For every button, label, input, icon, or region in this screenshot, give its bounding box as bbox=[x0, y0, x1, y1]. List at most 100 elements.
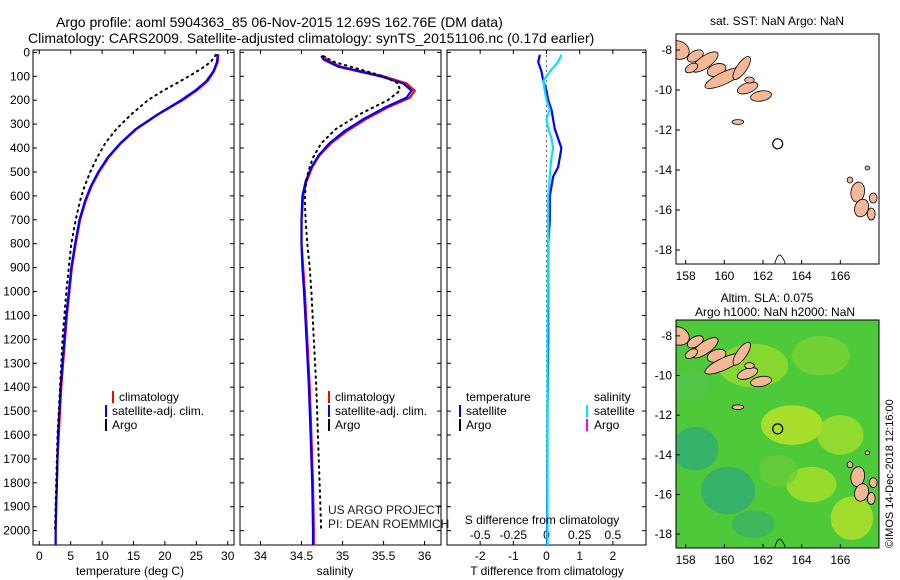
map-y-tick-label: -18 bbox=[655, 243, 673, 257]
y-tick-label: 200 bbox=[10, 93, 30, 107]
salinity-legend: climatology satellite-adj. clim. Argo bbox=[328, 390, 427, 432]
legend-label: satellite-adj. clim. bbox=[112, 404, 204, 418]
series-argo bbox=[54, 53, 217, 532]
map-y-tick-label: -14 bbox=[655, 163, 673, 177]
map-x-tick-label: 164 bbox=[792, 553, 812, 567]
temperature-xlabel: temperature (deg C) bbox=[76, 564, 184, 578]
sla-map-subtitle: Argo h1000: NaN h2000: NaN bbox=[695, 305, 855, 319]
legend-label: climatology bbox=[119, 390, 179, 404]
x-tick-label: 36 bbox=[418, 549, 432, 563]
y-tick-label: 1800 bbox=[3, 476, 30, 490]
x-tick-label: 5 bbox=[67, 549, 74, 563]
plot-frame bbox=[239, 49, 442, 546]
y-tick-label: 1000 bbox=[3, 285, 30, 299]
x-tick-label: 0 bbox=[543, 549, 550, 563]
salinity-panel: 34 34.5 35 35.5 36 bbox=[239, 49, 442, 563]
salinity-xlabel: salinity bbox=[317, 564, 354, 578]
x-tick-label: 1 bbox=[576, 549, 583, 563]
y-tick-label: 1400 bbox=[3, 380, 30, 394]
header-line-1: Argo profile: aoml 5904363_85 06-Nov-201… bbox=[56, 14, 503, 30]
y-tick-label: 1300 bbox=[3, 356, 30, 370]
legend-label: Argo bbox=[594, 418, 620, 432]
y-tick-label: 400 bbox=[10, 141, 30, 155]
map-frame bbox=[675, 33, 880, 265]
sst-map-title: sat. SST: NaN Argo: NaN bbox=[710, 14, 844, 28]
x-tick-label: 30 bbox=[221, 549, 235, 563]
map-y-tick-label: -12 bbox=[655, 408, 673, 422]
legend-label: Argo bbox=[335, 418, 361, 432]
island bbox=[744, 362, 755, 369]
island bbox=[731, 119, 745, 125]
difference-xlabel: T difference from climatology bbox=[470, 564, 624, 578]
y-tick-label: 1600 bbox=[3, 428, 30, 442]
map-y-tick-label: -18 bbox=[655, 527, 673, 541]
sla-anomaly-patch bbox=[759, 454, 798, 487]
y-tick-label: 0 bbox=[23, 45, 30, 59]
difference-panel: -2 -1 0 1 2-0.5 -0.25 0 0.25 0.5 bbox=[446, 49, 647, 563]
sla-map-title: Altim. SLA: 0.075 bbox=[721, 291, 814, 305]
y-tick-label: 2000 bbox=[3, 524, 30, 538]
sla-anomaly-patch bbox=[701, 466, 756, 515]
island bbox=[867, 492, 876, 505]
x-tick-label: 10 bbox=[95, 549, 109, 563]
x-tick-label: -1 bbox=[508, 549, 519, 563]
legend-label: Argo bbox=[466, 418, 492, 432]
y-tick-label: 100 bbox=[10, 69, 30, 83]
island bbox=[750, 90, 772, 102]
map-x-tick-label: 164 bbox=[792, 269, 812, 283]
top-tick-label: 0.25 bbox=[568, 528, 592, 542]
map-x-tick-label: 160 bbox=[714, 269, 734, 283]
island bbox=[736, 81, 759, 95]
island bbox=[850, 466, 866, 487]
series-satellite-adj-clim- bbox=[54, 54, 219, 545]
sla-anomaly-patch bbox=[830, 496, 874, 541]
project-note-1: US ARGO PROJECT bbox=[328, 503, 443, 517]
reef-outline bbox=[774, 538, 786, 548]
imos-credit: ©IMOS 14-Dec-2018 12:16:00 bbox=[884, 399, 896, 548]
map-x-tick-label: 166 bbox=[830, 553, 850, 567]
island bbox=[850, 181, 866, 203]
map-y-tick-label: -14 bbox=[655, 448, 673, 462]
map-x-tick-label: 166 bbox=[830, 269, 850, 283]
sla-anomaly-patch bbox=[792, 335, 850, 376]
sla-anomaly-patch bbox=[676, 427, 719, 471]
island bbox=[864, 165, 871, 171]
sla-anomaly-patch bbox=[732, 510, 775, 539]
y-tick-label: 300 bbox=[10, 117, 30, 131]
island bbox=[846, 176, 854, 184]
temperature-legend: climatology satellite-adj. clim. Argo bbox=[105, 390, 204, 432]
island bbox=[732, 56, 751, 80]
map-x-tick-label: 162 bbox=[753, 553, 773, 567]
map-y-tick-label: -16 bbox=[655, 487, 673, 501]
sla-anomaly-patch bbox=[817, 415, 864, 455]
island bbox=[732, 341, 751, 366]
x-tick-label: 34 bbox=[254, 549, 268, 563]
top-tick-label: 0.5 bbox=[604, 528, 621, 542]
x-tick-label: 2 bbox=[609, 549, 616, 563]
island bbox=[864, 450, 871, 456]
series-temperature-satellite bbox=[537, 54, 563, 545]
island bbox=[731, 404, 745, 411]
map-x-tick-label: 160 bbox=[714, 553, 734, 567]
map-x-tick-label: 158 bbox=[676, 269, 696, 283]
map-content bbox=[676, 320, 879, 548]
legend-label: satellite-adj. clim. bbox=[335, 404, 427, 418]
x-tick-label: 25 bbox=[190, 549, 204, 563]
sst-map: 158 160 162 164 166 -8 -10 -12 -14 -16 -18 bbox=[655, 33, 880, 283]
x-tick-label: 15 bbox=[127, 549, 141, 563]
difference-legend: temperature satellite Argo salinity sate… bbox=[459, 390, 635, 432]
map-y-tick-label: -8 bbox=[661, 329, 672, 343]
x-tick-label: 34.5 bbox=[290, 549, 314, 563]
legend-label: climatology bbox=[335, 390, 395, 404]
x-tick-label: 0 bbox=[36, 549, 43, 563]
series-satellite-adj-clim- bbox=[300, 55, 413, 545]
island bbox=[744, 76, 755, 84]
sla-map: 158 160 162 164 166 -8 -10 -12 -14 -16 -18 bbox=[655, 319, 880, 567]
x-tick-label: 35 bbox=[336, 549, 350, 563]
map-content bbox=[676, 40, 878, 264]
y-tick-label: 700 bbox=[10, 213, 30, 227]
x-tick-label: -2 bbox=[475, 549, 486, 563]
top-tick-label: -0.25 bbox=[500, 528, 528, 542]
legend-label: satellite bbox=[594, 404, 635, 418]
